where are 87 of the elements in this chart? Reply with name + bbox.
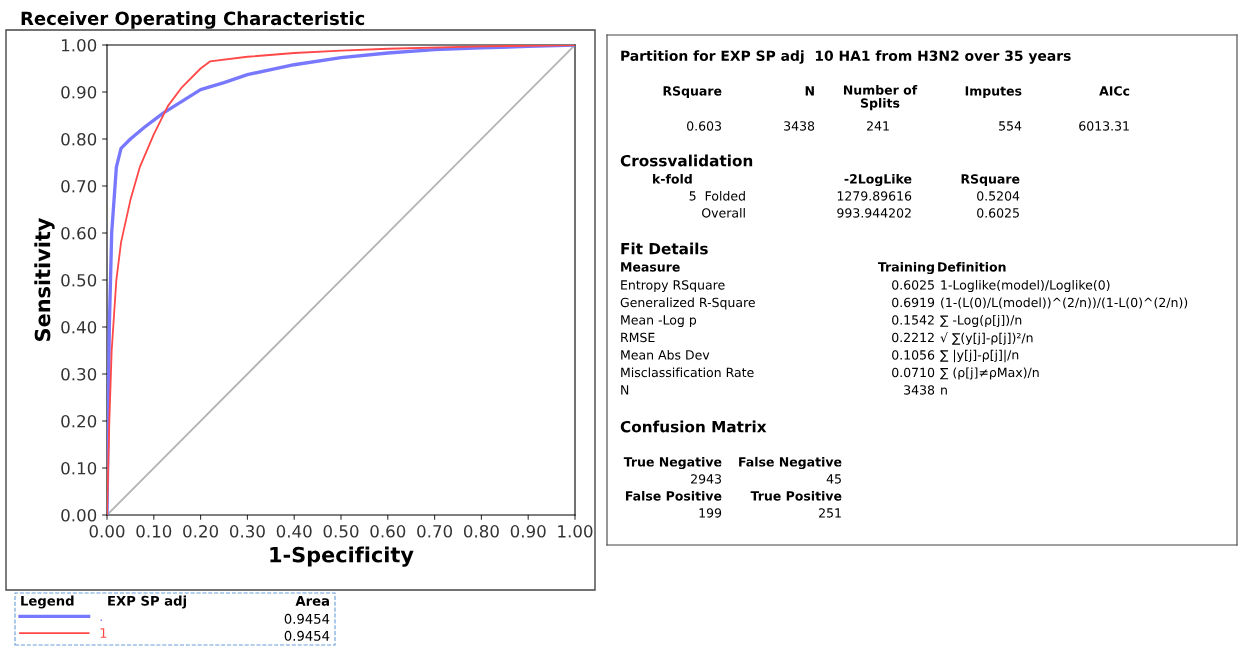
x-tick-label: 0.40 bbox=[276, 525, 312, 538]
text: Partition for EXP SP adj 10 HA1 from H3N2 over 35 years bbox=[621, 50, 1071, 64]
y-tick-label: 0.00 bbox=[61, 508, 97, 522]
text: k-fold bbox=[653, 173, 692, 184]
x-tick-label: 0.70 bbox=[417, 525, 453, 538]
text: 6013.31 bbox=[1079, 121, 1129, 131]
y-tick-label: 0.10 bbox=[61, 461, 97, 475]
x-tick-label: 0.20 bbox=[183, 525, 219, 538]
x-tick-label: 1.00 bbox=[558, 525, 593, 538]
text: Fit Details bbox=[621, 242, 708, 255]
y-tick-label: 0.40 bbox=[61, 320, 97, 334]
text: . bbox=[100, 619, 102, 622]
x-tick-label: 0.80 bbox=[463, 525, 499, 538]
x-tick-label: 0.50 bbox=[323, 525, 359, 538]
x-tick-label: 0.90 bbox=[510, 525, 546, 538]
text: 0.1542 bbox=[892, 315, 934, 325]
text: 199 bbox=[699, 508, 722, 518]
text: 251 bbox=[819, 508, 841, 518]
text: n bbox=[941, 387, 947, 395]
text: 0.603 bbox=[687, 121, 721, 131]
text: N bbox=[805, 86, 814, 96]
y-axis-title: Sensitivity bbox=[34, 217, 55, 341]
text: 45 bbox=[826, 474, 841, 484]
text: True Negative bbox=[623, 456, 722, 470]
text: AICc bbox=[1099, 86, 1130, 96]
text: 0.0710 bbox=[892, 367, 935, 378]
text: Definition bbox=[938, 261, 1006, 272]
text: Misclassification Rate bbox=[621, 367, 754, 378]
text: Area bbox=[295, 596, 329, 606]
text: True Positive bbox=[750, 490, 842, 501]
text: Entropy RSquare bbox=[621, 280, 725, 293]
text: ∑ -Log(ρ[j])/n bbox=[940, 314, 1022, 328]
text: 0.6025 bbox=[977, 208, 1019, 218]
text: Overall bbox=[702, 207, 745, 218]
text: RMSE bbox=[621, 332, 655, 343]
x-tick-label: 0.10 bbox=[136, 525, 172, 538]
text: 0.6919 bbox=[892, 297, 935, 308]
y-tick-label: 0.50 bbox=[61, 273, 97, 287]
y-tick-label: 0.20 bbox=[61, 414, 97, 428]
legend-title: Legend bbox=[21, 595, 74, 609]
y-tick-label: 0.30 bbox=[61, 367, 97, 381]
x-tick-label: 0.30 bbox=[229, 525, 265, 538]
text: 0.2212 bbox=[892, 332, 934, 343]
y-tick-label: 0.60 bbox=[61, 226, 97, 240]
chart-title: Receiver Operating Characteristic bbox=[21, 11, 365, 29]
text: ∑ (ρ[j]≠ρMax)/n bbox=[940, 367, 1039, 380]
text: Mean Abs Dev bbox=[621, 349, 710, 360]
text: Crossvalidation bbox=[620, 154, 753, 167]
text: 0.9454 bbox=[284, 613, 330, 624]
text: False Positive bbox=[625, 490, 722, 501]
x-axis-title: 1-Specificity bbox=[270, 546, 414, 567]
text: 2943 bbox=[691, 474, 721, 484]
text: Measure bbox=[621, 262, 680, 272]
text: EXP SP adj bbox=[108, 595, 186, 609]
text: Imputes bbox=[965, 86, 1022, 99]
text: -2LogLike bbox=[844, 173, 912, 187]
text: N bbox=[621, 385, 629, 395]
text: 993.944202 bbox=[837, 208, 911, 218]
y-tick-label: 0.90 bbox=[61, 85, 97, 99]
text: ∑ |y[j]-ρ[j]|/n bbox=[940, 349, 1019, 363]
text: 0.6025 bbox=[892, 280, 934, 290]
text: 1 bbox=[100, 628, 107, 638]
y-tick-label: 1.00 bbox=[62, 38, 97, 52]
text: 1-Loglike(model)/Loglike(0) bbox=[941, 279, 1110, 293]
x-tick-label: 0.60 bbox=[370, 525, 406, 538]
text: 0.5204 bbox=[977, 191, 1020, 201]
x-tick-label: 0.00 bbox=[89, 525, 125, 538]
text: RSquare bbox=[663, 86, 722, 99]
y-tick-label: 0.70 bbox=[61, 179, 97, 193]
y-tick-label: 0.80 bbox=[61, 132, 97, 146]
text: 1279.89616 bbox=[837, 191, 912, 201]
text: 3438 bbox=[784, 121, 815, 131]
text: 0.9454 bbox=[284, 630, 330, 641]
text: 554 bbox=[999, 121, 1022, 131]
text: False Negative bbox=[739, 456, 842, 470]
text: 0.1056 bbox=[892, 350, 935, 360]
text: √ ∑(y[j]-ρ[j])²/n bbox=[940, 332, 1033, 345]
text: Training bbox=[877, 261, 934, 275]
text: 241 bbox=[867, 121, 889, 131]
text: 3438 bbox=[904, 385, 935, 395]
text: RSquare bbox=[961, 174, 1020, 187]
text: Generalized R-Square bbox=[620, 297, 755, 310]
text: Number of Splits bbox=[843, 85, 918, 111]
text: (1-(L(0)/L(model))^(2/n))/(1-L(0)^(2/n)) bbox=[941, 297, 1188, 309]
text: 5 Folded bbox=[689, 190, 745, 201]
text: Mean -Log p bbox=[621, 315, 697, 328]
text: Confusion Matrix bbox=[620, 420, 767, 433]
